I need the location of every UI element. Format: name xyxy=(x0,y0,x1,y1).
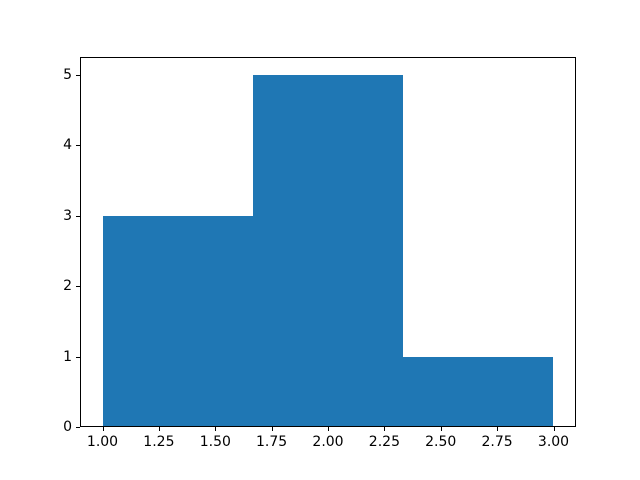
y-tick xyxy=(76,286,80,287)
x-tick-label: 2.50 xyxy=(425,434,457,450)
x-tick xyxy=(158,427,160,431)
x-tick xyxy=(328,427,329,431)
histogram-bar xyxy=(403,356,554,427)
y-tick-label: 4 xyxy=(63,137,72,154)
y-tick-label: 5 xyxy=(63,66,72,83)
x-tick xyxy=(215,427,217,431)
x-tick xyxy=(553,427,555,431)
y-tick xyxy=(76,427,80,428)
x-tick xyxy=(271,427,273,431)
y-tick-label: 3 xyxy=(63,207,72,224)
x-tick-label: 2.25 xyxy=(368,434,400,450)
y-tick xyxy=(76,215,80,217)
x-tick xyxy=(384,427,386,431)
x-tick-label: 1.50 xyxy=(199,434,231,450)
x-tick xyxy=(102,427,104,431)
histogram-bar xyxy=(252,74,404,427)
y-tick-label: 1 xyxy=(63,348,72,365)
y-tick-label: 2 xyxy=(63,278,72,294)
y-tick xyxy=(76,74,80,76)
x-tick-label: 1.25 xyxy=(143,434,175,450)
histogram-bar xyxy=(102,215,253,427)
x-tick-label: 1.75 xyxy=(256,434,288,450)
y-tick-label: 0 xyxy=(63,419,72,435)
x-tick xyxy=(497,427,499,431)
x-tick xyxy=(440,427,442,431)
x-tick-label: 3.00 xyxy=(537,434,570,450)
axes-frame xyxy=(80,57,576,427)
x-tick-label: 1.00 xyxy=(86,434,119,450)
y-tick xyxy=(76,145,80,147)
x-tick-label: 2.00 xyxy=(312,434,344,450)
y-tick xyxy=(76,356,80,358)
x-tick-label: 2.75 xyxy=(481,434,513,450)
